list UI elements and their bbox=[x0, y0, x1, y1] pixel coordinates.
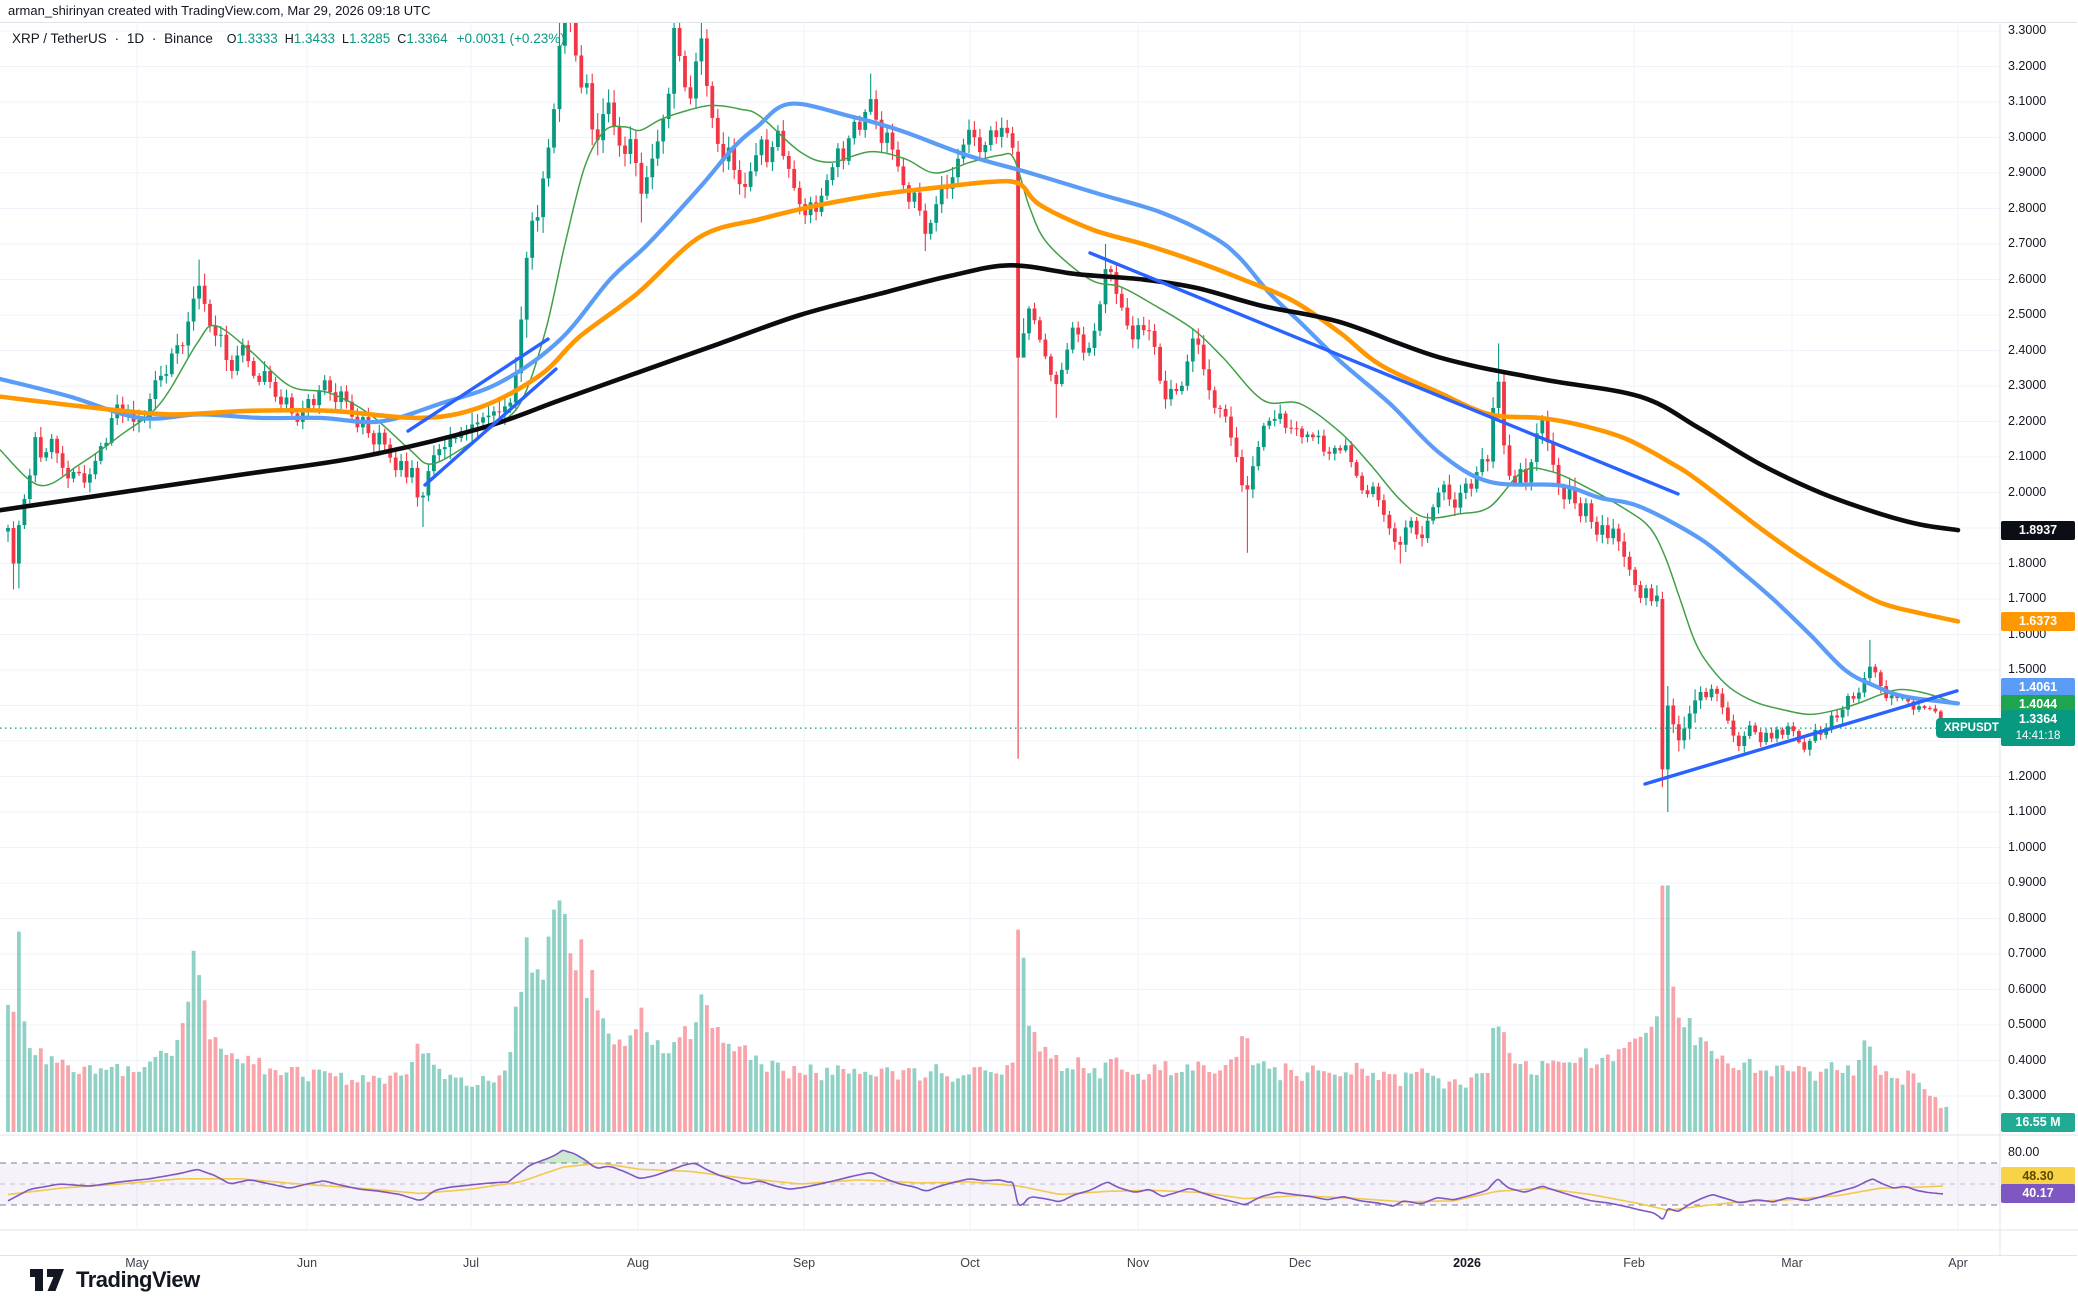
low-label: L bbox=[342, 32, 349, 46]
candlestick-series bbox=[6, 22, 1949, 812]
time-label-Oct: Oct bbox=[960, 1256, 980, 1270]
time-label-May: May bbox=[125, 1256, 149, 1270]
tradingview-brand-text: TradingView bbox=[76, 1267, 200, 1292]
ma-200-line bbox=[0, 262, 1961, 533]
open-label: O bbox=[226, 32, 237, 46]
volume-badge: 16.55 M bbox=[2001, 1113, 2075, 1132]
high-label: H bbox=[284, 32, 294, 46]
price-tick-1.7000: 1.7000 bbox=[2008, 591, 2047, 605]
ma-50-line bbox=[0, 101, 1961, 706]
price-line-symbol-pill: XRPUSDT bbox=[1936, 718, 2007, 739]
trendline-channel-lower bbox=[423, 367, 558, 487]
ma-100-badge: 1.6373 bbox=[2001, 612, 2075, 631]
legend-symbol[interactable]: XRP / TetherUS bbox=[12, 31, 107, 46]
tradingview-footer[interactable]: TradingView bbox=[30, 1266, 200, 1294]
grid-layer bbox=[0, 23, 2000, 1229]
rsi-ma-badge: 48.30 bbox=[2001, 1167, 2075, 1186]
chart-legend[interactable]: XRP / TetherUS · 1D · Binance O1.3333 H1.… bbox=[12, 31, 565, 46]
pane-separators bbox=[0, 23, 2078, 1255]
time-label-Jun: Jun bbox=[296, 1256, 318, 1270]
rsi-badge: 40.17 bbox=[2001, 1184, 2075, 1203]
price-tick-2.6000: 2.6000 bbox=[2008, 271, 2047, 286]
legend-interval[interactable]: 1D bbox=[126, 31, 145, 46]
price-tick-0.5000: 0.5000 bbox=[2008, 1017, 2047, 1031]
trendline-channel-upper bbox=[406, 337, 550, 433]
price-tick-2.3000: 2.3000 bbox=[2008, 378, 2047, 392]
last-price-badge: 1.3364 14:41:18 bbox=[2001, 710, 2075, 747]
price-tick-2.2000: 2.2000 bbox=[2008, 413, 2047, 428]
price-tick-0.8000: 0.8000 bbox=[2008, 910, 2047, 925]
price-tick-1.1000: 1.1000 bbox=[2008, 804, 2047, 818]
low-value: 1.3285 bbox=[349, 31, 391, 46]
ma-200-badge: 1.8937 bbox=[2001, 521, 2075, 540]
rsi-ma-line bbox=[7, 1162, 1944, 1212]
time-label-Aug: Aug bbox=[626, 1256, 650, 1270]
price-tick-2.4000: 2.4000 bbox=[2008, 342, 2047, 357]
price-tick-2.5000: 2.5000 bbox=[2008, 307, 2047, 321]
price-tick-0.9000: 0.9000 bbox=[2008, 875, 2047, 889]
chart-frame: XRP / TetherUS · 1D · Binance O1.3333 H1.… bbox=[0, 22, 2078, 1270]
legend-exchange: Binance bbox=[164, 31, 213, 46]
bar-countdown: 14:41:18 bbox=[2015, 730, 2061, 743]
change-value: +0.0031 (+0.23%) bbox=[456, 31, 565, 46]
price-tick-0.7000: 0.7000 bbox=[2008, 946, 2047, 960]
price-tick-2.7000: 2.7000 bbox=[2008, 236, 2047, 250]
time-label-Mar: Mar bbox=[1781, 1256, 1803, 1270]
price-tick-3.3000: 3.3000 bbox=[2008, 23, 2047, 37]
drawn-trendlines[interactable] bbox=[406, 251, 1959, 786]
time-label-Jul: Jul bbox=[463, 1256, 479, 1270]
ma-50-badge: 1.4061 bbox=[2001, 678, 2075, 697]
price-tick-0.3000: 0.3000 bbox=[2008, 1088, 2047, 1102]
time-label-2026: 2026 bbox=[1453, 1256, 1481, 1270]
price-tick-3.0000: 3.0000 bbox=[2008, 129, 2047, 144]
time-label-Apr: Apr bbox=[1948, 1256, 1968, 1270]
volume-histogram bbox=[6, 885, 1949, 1132]
rsi-tick-80.00: 80.00 bbox=[2008, 1144, 2040, 1159]
chart-surface[interactable] bbox=[0, 22, 2078, 1260]
time-label-Nov: Nov bbox=[1126, 1256, 1150, 1270]
ma-21-badge: 1.4044 bbox=[2001, 695, 2075, 714]
last-price-value: 1.3364 bbox=[2018, 712, 2058, 727]
price-tick-3.2000: 3.2000 bbox=[2008, 58, 2047, 73]
close-label: C bbox=[397, 32, 407, 46]
attribution-text: arman_shirinyan created with TradingView… bbox=[8, 3, 431, 18]
open-value: 1.3333 bbox=[236, 31, 278, 46]
time-label-Dec: Dec bbox=[1288, 1256, 1312, 1270]
rsi-line bbox=[7, 1149, 1944, 1220]
high-value: 1.3433 bbox=[293, 31, 336, 46]
time-label-Feb: Feb bbox=[1623, 1256, 1645, 1270]
price-tick-2.1000: 2.1000 bbox=[2008, 449, 2047, 463]
price-tick-1.8000: 1.8000 bbox=[2008, 555, 2047, 570]
price-tick-1.2000: 1.2000 bbox=[2008, 768, 2047, 783]
trendline-ascending-support bbox=[1643, 689, 1959, 786]
trendline-descending-resistance bbox=[1088, 251, 1680, 496]
close-value: 1.3364 bbox=[406, 31, 448, 46]
ma-21-line bbox=[0, 104, 1959, 716]
price-tick-2.9000: 2.9000 bbox=[2008, 165, 2047, 179]
legend-ohlc: O1.3333 H1.3433 L1.3285 C1.3364 +0.0031 (+0.… bbox=[227, 31, 565, 46]
price-tick-3.1000: 3.1000 bbox=[2008, 94, 2047, 108]
price-tick-2.8000: 2.8000 bbox=[2008, 200, 2047, 215]
price-tick-1.0000: 1.0000 bbox=[2008, 839, 2047, 854]
price-tick-0.4000: 0.4000 bbox=[2008, 1052, 2047, 1067]
legend-separator: · bbox=[151, 31, 157, 46]
price-tick-1.5000: 1.5000 bbox=[2008, 662, 2047, 676]
header-bar: arman_shirinyan created with TradingView… bbox=[0, 0, 2078, 22]
time-label-Sep: Sep bbox=[792, 1256, 816, 1270]
price-tick-2.0000: 2.0000 bbox=[2008, 484, 2047, 499]
rsi-pane bbox=[0, 1149, 2000, 1220]
legend-separator: · bbox=[114, 31, 120, 46]
price-tick-0.6000: 0.6000 bbox=[2008, 981, 2047, 996]
ma-100-line bbox=[0, 178, 1961, 624]
tradingview-logo-icon bbox=[30, 1269, 64, 1291]
